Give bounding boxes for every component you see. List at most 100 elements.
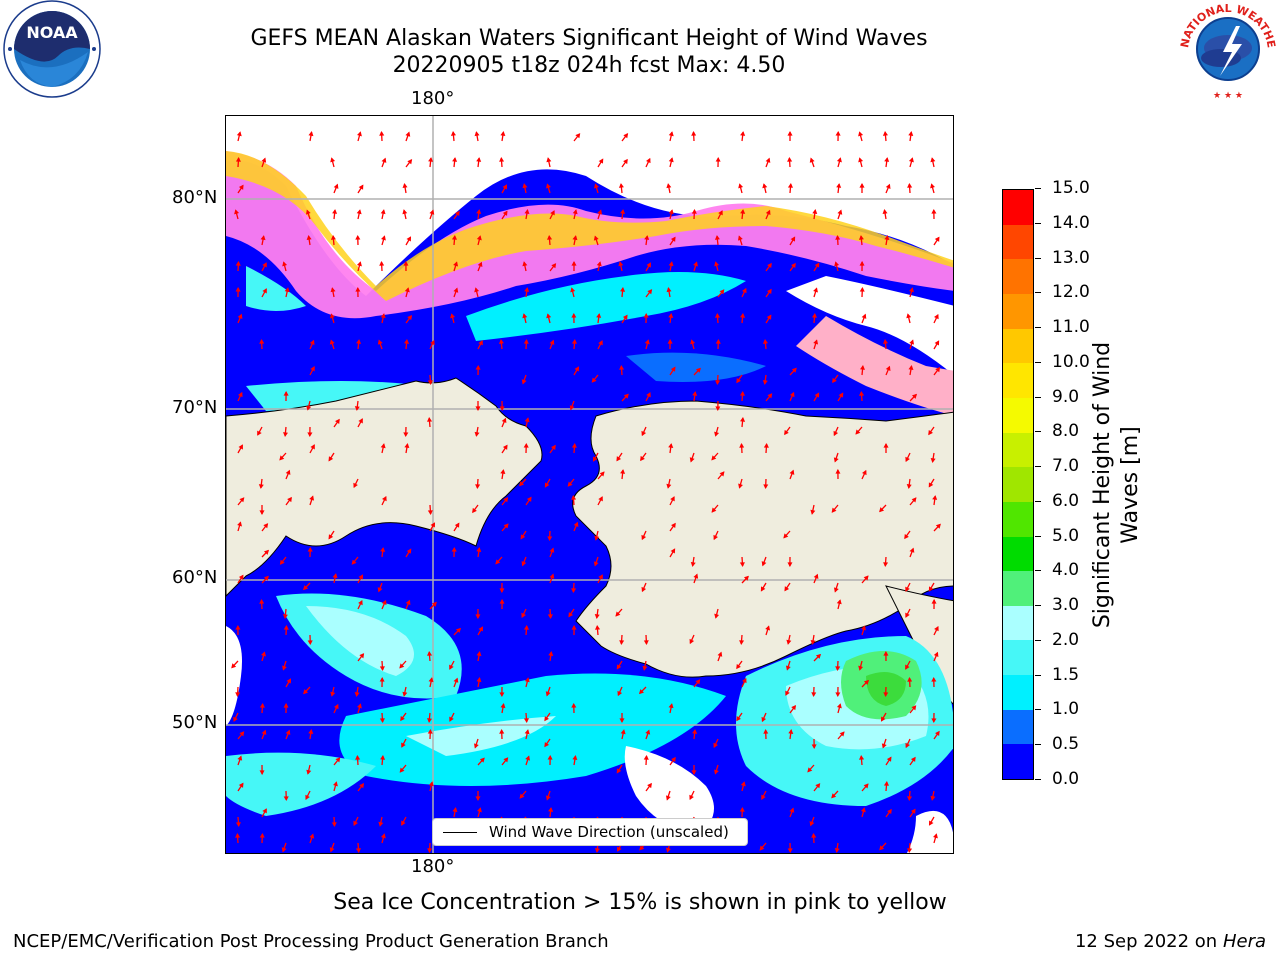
wave-direction-arrowhead — [714, 431, 720, 437]
wave-direction-arrowhead — [689, 457, 695, 463]
wave-direction-arrowhead — [239, 731, 245, 737]
wave-direction-arrowhead — [380, 209, 386, 215]
wave-direction-arrowhead — [238, 184, 244, 190]
wave-direction-arrowhead — [911, 705, 917, 711]
wave-direction-arrowhead — [547, 536, 553, 542]
wave-direction-arrowhead — [906, 796, 913, 802]
wave-direction-arrowhead — [476, 209, 482, 214]
footer-date-text: 12 Sep 2022 on — [1074, 931, 1218, 952]
wave-direction-arrowhead — [643, 640, 649, 646]
wave-direction-arrowhead — [861, 313, 867, 319]
wave-direction-arrowhead — [257, 430, 262, 436]
wave-direction-arrowhead — [739, 390, 746, 396]
wave-direction-arrowhead — [308, 131, 314, 137]
wave-direction-arrowhead — [785, 690, 790, 696]
wave-direction-arrowhead — [595, 624, 601, 630]
wave-direction-arrowhead — [333, 781, 338, 787]
wave-direction-arrowhead — [883, 650, 889, 656]
wave-direction-arrowhead — [574, 366, 580, 372]
wave-direction-arrowhead — [591, 377, 597, 383]
wave-direction-arrowhead — [619, 718, 625, 724]
wave-direction-arrowhead — [668, 443, 674, 449]
wave-direction-arrowhead — [406, 236, 412, 242]
wave-direction-arrowhead — [285, 469, 291, 475]
wave-direction-arrowhead — [763, 442, 769, 448]
wave-direction-arrowhead — [263, 523, 269, 529]
wave-direction-arrowhead — [403, 260, 409, 266]
wave-direction-arrowhead — [907, 676, 913, 682]
wave-direction-arrowhead — [262, 288, 267, 294]
wave-direction-arrowhead — [767, 288, 772, 294]
wave-direction-arrowhead — [279, 455, 285, 461]
colorbar-tick-label: 3.0 — [1035, 597, 1079, 614]
lat-label-70: 70°N — [172, 397, 218, 418]
wave-direction-arrowhead — [834, 847, 840, 853]
wave-direction-arrowhead — [356, 261, 362, 267]
wave-direction-arrowhead — [283, 432, 288, 438]
wave-direction-arrowhead — [546, 157, 552, 163]
wave-direction-arrowhead — [906, 313, 912, 319]
wave-direction-arrowhead — [521, 379, 527, 385]
wave-direction-arrowhead — [260, 235, 266, 241]
wave-direction-arrowhead — [887, 808, 892, 814]
wave-direction-arrowhead — [616, 664, 622, 670]
wave-direction-arrowhead — [571, 312, 577, 318]
wave-direction-arrowhead — [429, 209, 435, 215]
colorbar-tick-label: 12.0 — [1035, 284, 1090, 301]
wave-direction-arrowhead — [548, 807, 554, 812]
wave-direction-arrowhead — [884, 157, 890, 162]
wave-direction-arrowhead — [305, 209, 311, 215]
colorbar-tick-label: 7.0 — [1035, 458, 1079, 475]
wave-direction-arrowhead — [907, 182, 913, 188]
wave-direction-arrowhead — [235, 692, 241, 698]
wave-direction-arrowhead — [620, 286, 626, 292]
wave-direction-arrowhead — [404, 287, 410, 293]
wave-direction-arrowhead — [450, 313, 456, 319]
wave-direction-arrowhead — [839, 731, 845, 737]
wave-direction-arrowhead — [379, 260, 385, 266]
wave-direction-arrowhead — [479, 757, 485, 763]
wave-direction-arrowhead — [908, 157, 914, 163]
wave-direction-arrowhead — [567, 481, 573, 487]
wave-direction-arrowhead — [668, 209, 674, 215]
wave-direction-arrowhead — [551, 263, 557, 269]
wave-direction-arrowhead — [671, 756, 676, 762]
wave-direction-arrowhead — [715, 338, 721, 344]
wave-direction-arrowhead — [309, 339, 315, 345]
wave-direction-arrowhead — [623, 158, 628, 165]
wave-direction-arrowhead — [719, 289, 725, 295]
wave-direction-arrowhead — [789, 469, 795, 475]
wave-direction-arrowhead — [279, 559, 285, 565]
wave-direction-arrowhead — [502, 444, 508, 450]
wave-direction-arrowhead — [784, 429, 789, 436]
colorbar-tick-label: 2.0 — [1035, 631, 1079, 649]
wave-direction-arrowhead — [572, 235, 578, 241]
wave-direction-arrowhead — [623, 132, 629, 139]
wave-direction-arrowhead — [762, 338, 768, 344]
wave-direction-arrowhead — [519, 793, 525, 799]
wave-direction-arrowhead — [715, 156, 721, 162]
wave-direction-arrowhead — [713, 742, 718, 749]
wave-direction-arrowhead — [934, 625, 939, 632]
wave-direction-arrowhead — [641, 586, 647, 593]
colorbar-segment — [1003, 190, 1033, 225]
wave-direction-arrowhead — [428, 677, 434, 683]
no-data-west — [226, 626, 242, 726]
wave-direction-arrowhead — [909, 547, 915, 553]
wave-direction-arrowhead — [355, 234, 361, 240]
colorbar-tick-label: 11.0 — [1035, 319, 1090, 336]
lat-label-60: 60°N — [172, 567, 218, 588]
wave-direction-arrowhead — [933, 833, 938, 839]
wave-direction-arrowhead — [377, 339, 383, 345]
wave-direction-arrowhead — [761, 561, 767, 567]
wave-direction-arrowhead — [399, 663, 405, 669]
footer-branch: NCEP/EMC/Verification Post Processing Pr… — [13, 931, 609, 952]
wave-direction-arrowhead — [451, 546, 457, 552]
wave-direction-arrowhead — [885, 183, 891, 189]
chart-subtitle: 20220905 t18z 024h fcst Max: 4.50 — [392, 53, 786, 78]
wave-direction-arrowhead — [643, 754, 649, 760]
wave-direction-arrowhead — [430, 522, 436, 528]
wave-direction-arrowhead — [695, 679, 701, 685]
wave-direction-arrowhead — [905, 742, 910, 749]
wave-direction-arrowhead — [498, 339, 504, 344]
